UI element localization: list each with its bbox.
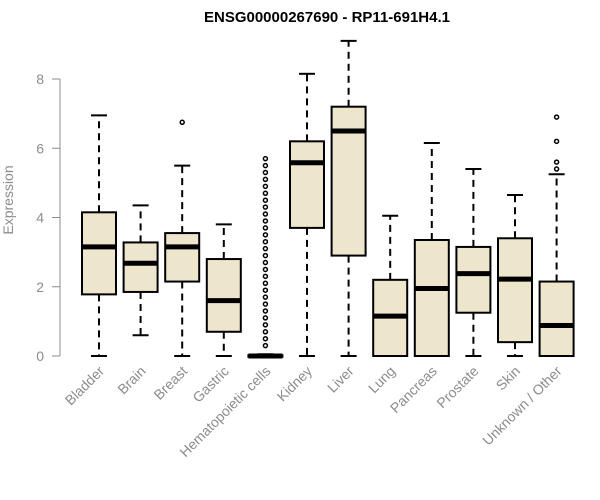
box-unknown-other (538, 114, 575, 357)
box-iqr (413, 239, 450, 358)
box-liver (330, 39, 367, 357)
outlier-point (262, 315, 269, 321)
outlier-point (262, 155, 269, 162)
outlier-point (262, 273, 269, 280)
outlier-point (262, 225, 269, 231)
box-skin (497, 193, 533, 357)
outlier-point (262, 301, 269, 307)
outlier-point (262, 218, 269, 224)
y-axis-label: Expression (0, 165, 16, 234)
outlier-point (262, 190, 269, 197)
outlier-point (262, 197, 269, 203)
outlier-point (262, 335, 269, 342)
y-axis: 0 2 4 6 8 (36, 71, 61, 364)
x-label-bladder: Bladder (62, 363, 108, 409)
box-iqr (455, 245, 492, 314)
box-hematopoietic-cells (247, 155, 284, 359)
outlier-point (262, 238, 269, 245)
outlier-point (553, 114, 560, 120)
outlier-point (262, 287, 269, 293)
outlier-point (262, 280, 269, 287)
outlier-point (262, 169, 269, 176)
box-bladder (81, 114, 117, 357)
outlier-point (262, 308, 269, 314)
boxes (81, 39, 575, 359)
box-iqr (289, 140, 325, 229)
box-iqr (164, 232, 201, 283)
x-label-breast: Breast (150, 363, 190, 403)
box-kidney (289, 72, 325, 357)
box-iqr (205, 258, 242, 333)
y-tick-label-6: 6 (36, 140, 44, 156)
outlier-point (262, 211, 269, 217)
outlier-point (262, 259, 269, 266)
y-tick-label-2: 2 (36, 279, 44, 295)
outlier-point (179, 119, 185, 126)
box-iqr (122, 241, 159, 293)
outlier-point (553, 138, 560, 145)
y-tick-label-0: 0 (36, 348, 44, 364)
box-breast (164, 119, 201, 357)
x-label-skin: Skin (493, 363, 524, 394)
x-label-kidney: Kidney (274, 363, 316, 405)
outlier-point (262, 232, 269, 238)
box-iqr (81, 211, 117, 296)
chart-title: ENSG00000267690 - RP11-691H4.1 (204, 9, 450, 26)
x-label-lung: Lung (365, 363, 398, 396)
outlier-point (262, 176, 269, 183)
x-label-liver: Liver (324, 363, 357, 396)
outlier-point (262, 329, 269, 335)
outlier-point (262, 204, 269, 210)
box-lung (372, 214, 409, 358)
x-label-unknown-other: Unknown / Other (479, 363, 565, 449)
outlier-point (262, 266, 269, 273)
y-tick-label-8: 8 (36, 71, 44, 87)
outlier-point (262, 294, 269, 300)
outlier-point (262, 162, 269, 169)
outlier-point (262, 183, 269, 190)
x-label-prostate: Prostate (433, 363, 481, 411)
box-brain (122, 204, 159, 337)
box-iqr (497, 237, 533, 344)
outlier-point (553, 166, 560, 172)
outlier-point (262, 322, 269, 328)
box-pancreas (413, 142, 450, 358)
y-tick-label-4: 4 (36, 210, 44, 226)
x-label-brain: Brain (114, 363, 148, 397)
box-iqr (538, 280, 575, 357)
box-prostate (455, 168, 492, 357)
outlier-point (262, 245, 269, 252)
outlier-point (553, 159, 560, 165)
outlier-point (262, 252, 269, 259)
outlier-point (262, 342, 269, 349)
box-gastric (205, 223, 242, 357)
